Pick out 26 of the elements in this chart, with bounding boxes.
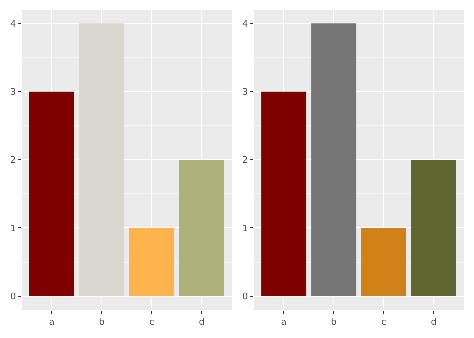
y-tick-label: 0 xyxy=(10,292,16,303)
x-tick-label: a xyxy=(49,318,55,328)
y-tick-label: 2 xyxy=(10,156,16,166)
y-tick-label: 4 xyxy=(242,20,249,30)
bar xyxy=(179,160,224,296)
bar xyxy=(129,228,174,296)
bar xyxy=(412,160,456,296)
bar xyxy=(312,24,357,296)
bar xyxy=(79,24,124,296)
y-tick-label: 4 xyxy=(10,20,16,30)
bar xyxy=(362,228,407,296)
y-tick-label: 3 xyxy=(10,88,16,98)
y-tick-label: 0 xyxy=(242,292,249,303)
x-tick-label: b xyxy=(331,318,338,328)
bar xyxy=(262,92,307,296)
x-tick-label: c xyxy=(149,318,154,328)
x-tick-label: a xyxy=(281,318,287,328)
y-tick-label: 1 xyxy=(242,224,248,234)
bar xyxy=(30,92,74,296)
y-tick-label: 1 xyxy=(10,224,16,234)
y-tick-label: 2 xyxy=(242,156,248,166)
x-tick-label: b xyxy=(99,318,106,328)
x-tick-label: d xyxy=(199,318,205,328)
y-tick-label: 3 xyxy=(242,88,248,98)
x-tick-label: d xyxy=(431,318,437,328)
x-tick-label: c xyxy=(382,318,387,328)
